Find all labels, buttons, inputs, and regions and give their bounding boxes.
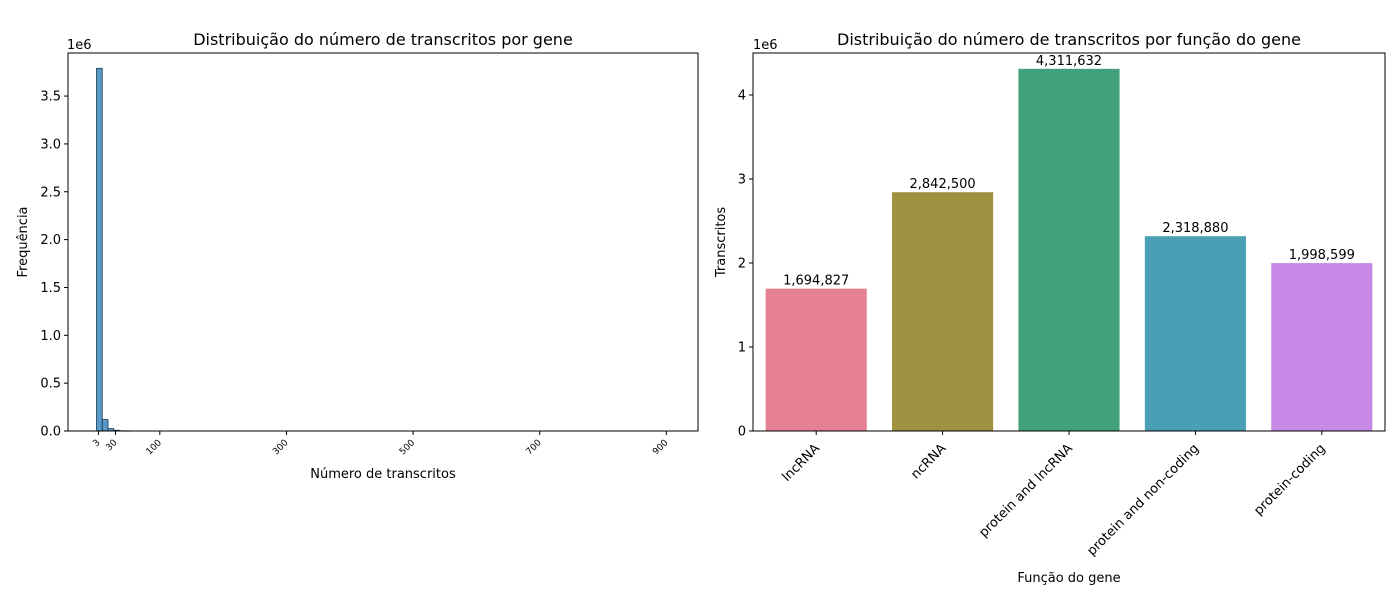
function-chart-title: Distribuição do número de transcritos po… (837, 30, 1301, 49)
histogram-y-tick-label: 3.5 (40, 90, 61, 105)
histogram-plot-frame (67, 52, 699, 432)
histogram-y-axis-label: Frequência (16, 206, 31, 277)
histogram-x-axis-label: Número de transcritos (310, 467, 456, 482)
function-y-ticks: 0 1 2 3 4 (738, 89, 753, 440)
histogram-x-tick-label: 30 (104, 438, 119, 453)
function-x-tick-label: protein-coding (1251, 441, 1328, 518)
histogram-x-tick-label: 900 (651, 438, 670, 457)
function-x-tick-label: lncRNA (779, 441, 823, 485)
function-y-offset-label: 1e6 (753, 38, 778, 53)
function-y-tick-label: 1 (738, 341, 746, 356)
function-y-tick-label: 2 (738, 257, 746, 272)
histogram-y-tick-label: 0.5 (40, 377, 61, 392)
function-bar-chart: Distribuição do número de transcritos po… (714, 30, 1386, 586)
function-bar (1271, 263, 1373, 431)
histogram-y-tick-label: 3.0 (40, 137, 61, 152)
function-y-tick-label: 0 (738, 425, 746, 440)
histogram-y-tick-label: 0.0 (40, 425, 61, 440)
function-x-tick-label: protein and non-coding (1084, 441, 1202, 559)
function-bar (1144, 236, 1246, 431)
function-x-tick-label: protein and lncRNA (976, 441, 1075, 540)
histogram-bin (101, 419, 109, 432)
histogram-y-tick-label: 1.0 (40, 329, 61, 344)
histogram-x-ticks: 3 30 100 300 500 700 900 (91, 431, 671, 457)
histogram-x-tick-label: 500 (398, 438, 417, 457)
function-bar-value-label: 2,842,500 (910, 177, 976, 192)
function-x-axis-label: Função do gene (1017, 571, 1120, 586)
histogram-bin (96, 67, 103, 432)
histogram-bars (96, 67, 132, 432)
function-y-tick-label: 3 (738, 173, 746, 188)
histogram-x-tick-label: 700 (525, 438, 544, 457)
histogram-chart: Distribuição do número de transcritos po… (16, 30, 699, 482)
function-y-tick-label: 4 (738, 89, 746, 104)
histogram-x-tick-label: 300 (271, 438, 290, 457)
function-x-ticks: lncRNA ncRNA protein and lncRNA protein and… (779, 431, 1329, 559)
function-x-tick-label: ncRNA (908, 441, 949, 482)
histogram-y-ticks: 0.0 0.5 1.0 1.5 2.0 2.5 3.0 3.5 (40, 90, 68, 440)
function-bar-value-label: 1,694,827 (783, 274, 849, 289)
function-bar (892, 192, 994, 431)
histogram-x-tick-label: 100 (145, 438, 164, 457)
function-bar (1018, 68, 1120, 432)
histogram-title: Distribuição do número de transcritos po… (193, 30, 573, 49)
histogram-x-tick-label: 3 (91, 438, 102, 449)
function-y-axis-label: Transcritos (714, 207, 729, 279)
histogram-y-tick-label: 1.5 (40, 281, 61, 296)
histogram-y-tick-label: 2.0 (40, 233, 61, 248)
histogram-y-offset-label: 1e6 (67, 38, 92, 53)
function-bars: 1,694,827 2,842,500 4,311,632 2,318,880 1,99… (765, 54, 1373, 432)
histogram-y-tick-label: 2.5 (40, 185, 61, 200)
function-bar-value-label: 4,311,632 (1036, 54, 1102, 69)
function-bar-value-label: 2,318,880 (1162, 221, 1228, 236)
function-bar-value-label: 1,998,599 (1289, 248, 1355, 263)
function-plot-frame (752, 52, 1386, 432)
function-bar (765, 288, 867, 431)
